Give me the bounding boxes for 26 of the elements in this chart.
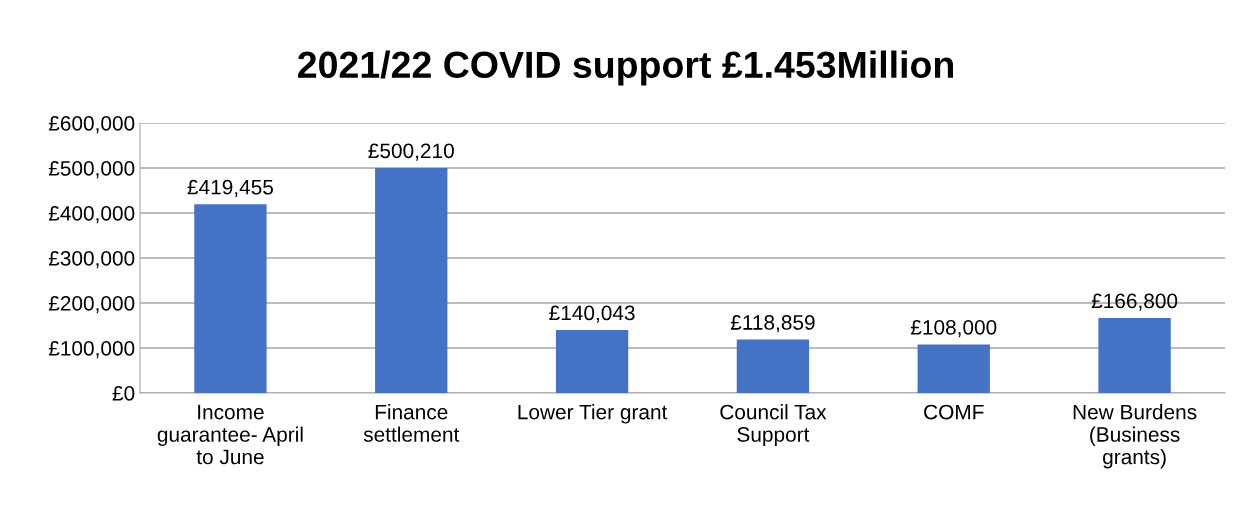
bar	[194, 204, 267, 393]
chart-title: 2021/22 COVID support £1.453Million	[298, 50, 953, 86]
data-label: £118,859	[730, 315, 815, 333]
data-label: £419,455	[187, 179, 273, 198]
x-tick-label: Income guarantee- April to June	[157, 404, 303, 465]
y-tick-label: £600,000	[48, 116, 135, 134]
y-tick-label: £0	[112, 386, 135, 401]
x-tick-label: Finance settlement	[363, 404, 460, 442]
bar	[1098, 317, 1171, 393]
y-tick-label: £400,000	[48, 206, 135, 224]
data-label: £140,043	[549, 305, 635, 323]
bar	[917, 344, 990, 393]
x-tick-label: COMF	[924, 404, 984, 420]
y-tick-label: £200,000	[48, 296, 135, 314]
y-tick-label: £500,000	[48, 161, 135, 179]
bar	[555, 329, 629, 393]
y-tick-label: £100,000	[48, 341, 135, 359]
x-tick-label: Council Tax Support	[720, 404, 827, 446]
bar	[375, 167, 448, 393]
data-label: £500,210	[368, 143, 454, 161]
y-tick-label: £300,000	[48, 251, 135, 269]
bar	[736, 339, 810, 393]
data-label: £108,000	[910, 319, 997, 338]
x-tick-label: Lower Tier grant	[518, 404, 668, 424]
data-label: £166,800	[1091, 293, 1178, 311]
x-tick-label: New Burdens (Business grants)	[1073, 404, 1197, 469]
